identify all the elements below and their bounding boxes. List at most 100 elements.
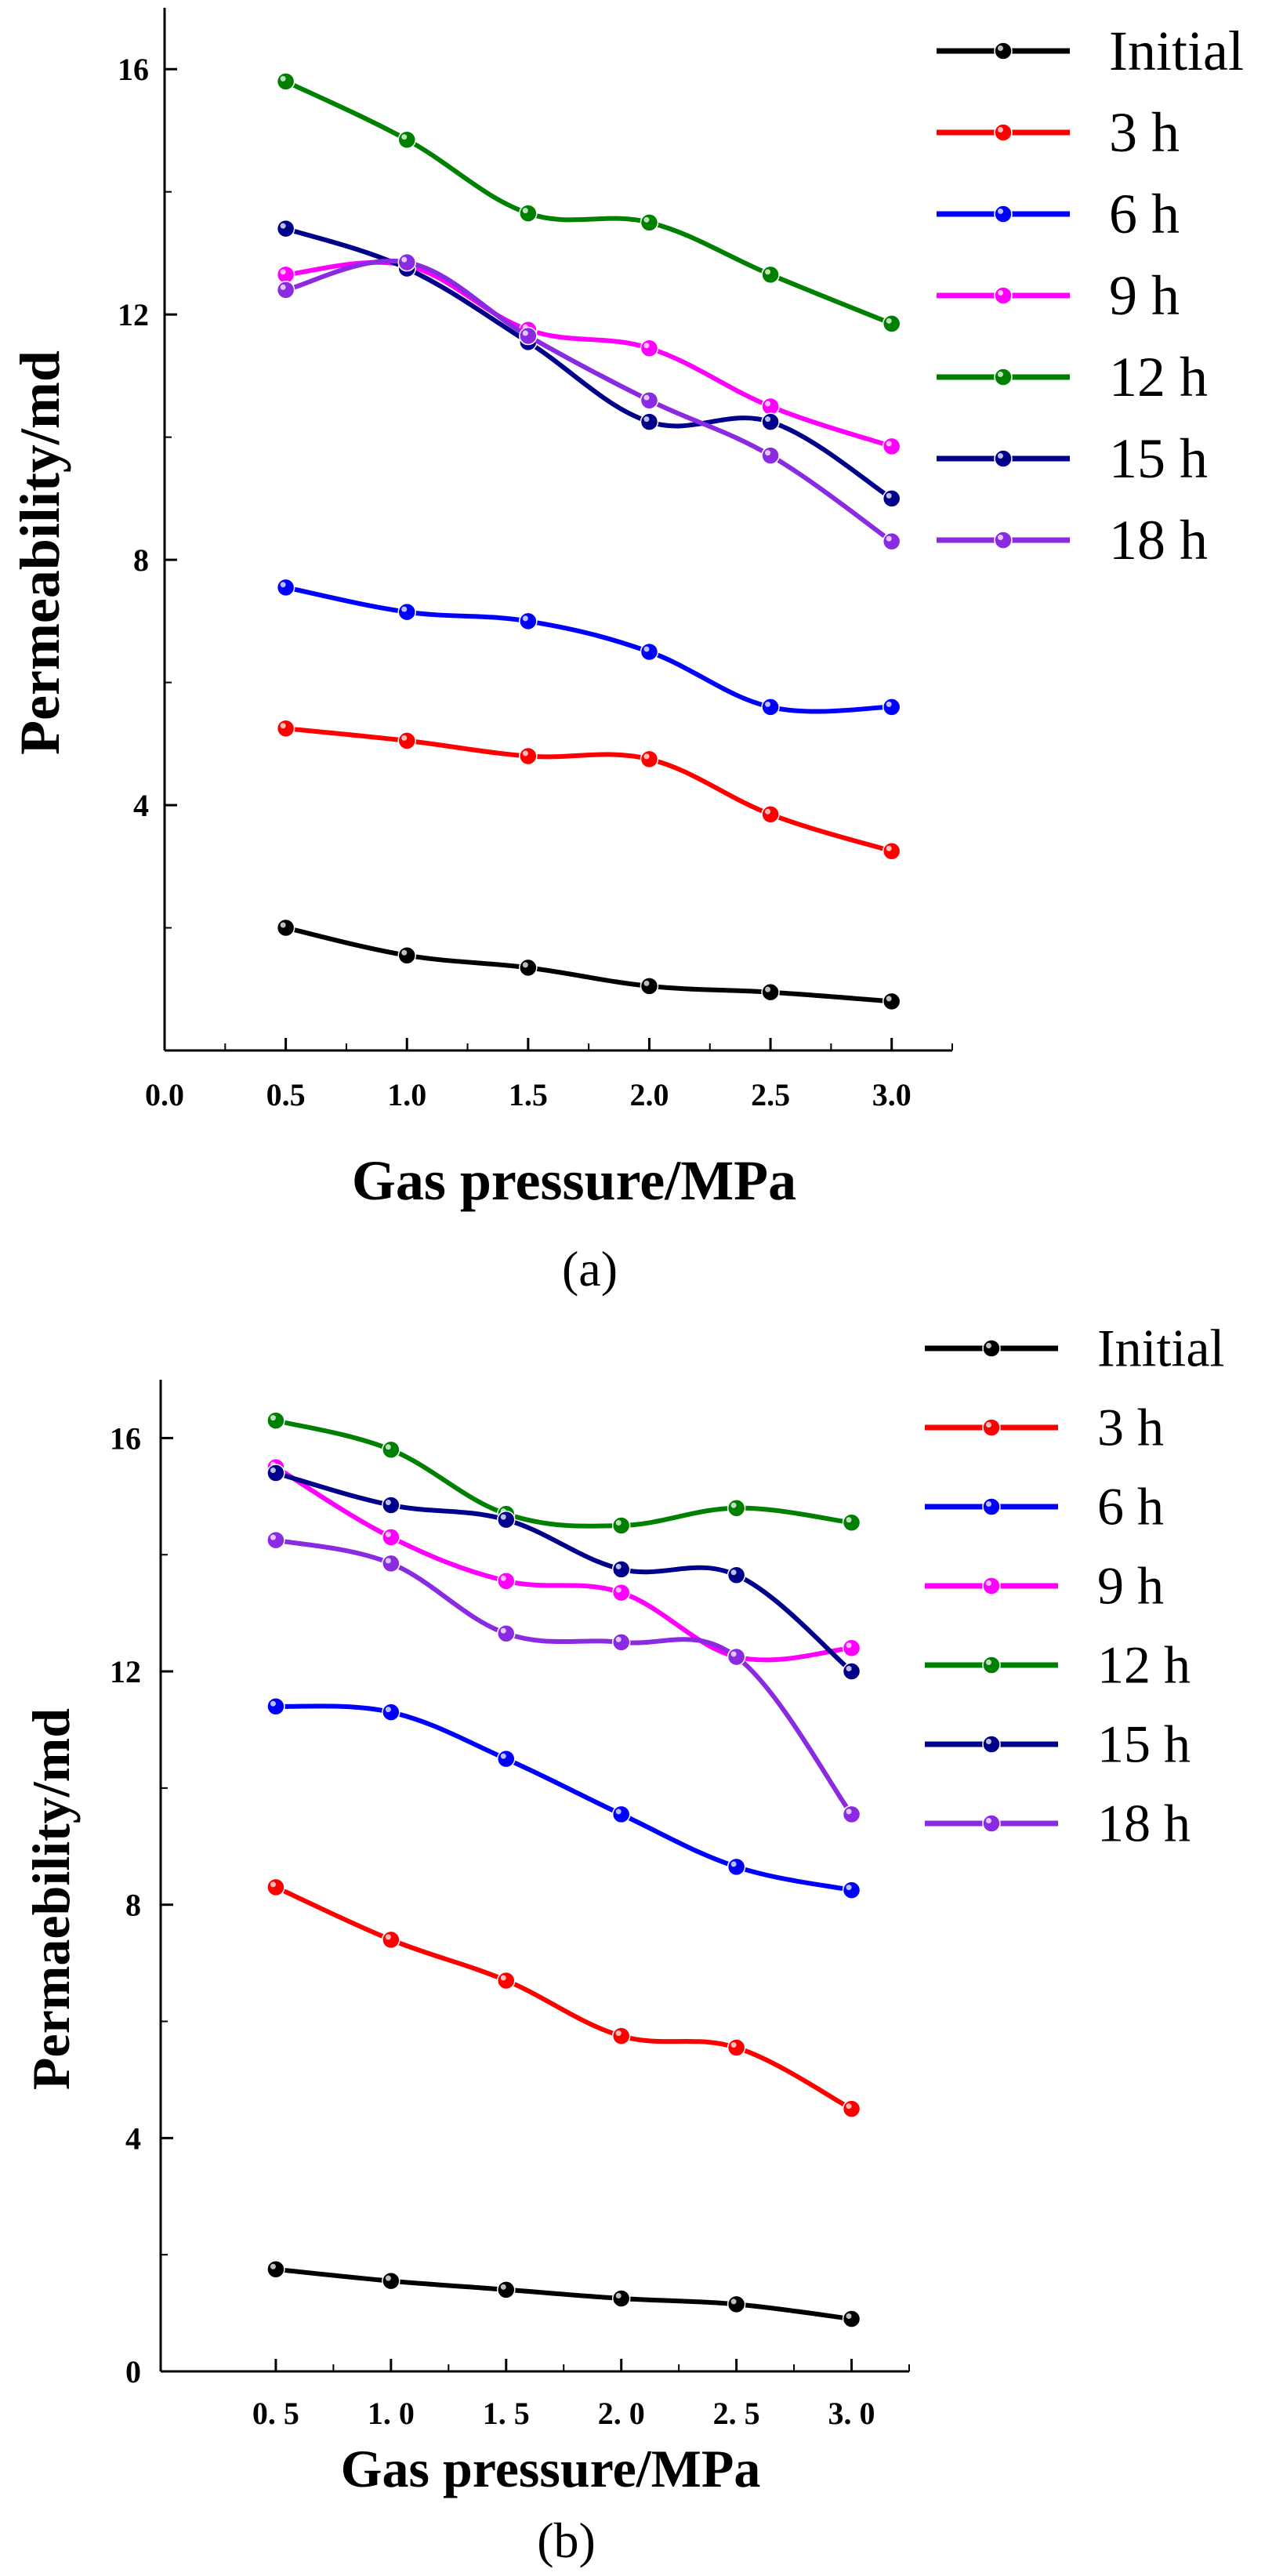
legend-label: 15 h [1097,1714,1191,1773]
series-6-h [266,1696,861,1899]
data-point-highlight [522,750,528,756]
legend-marker [994,123,1013,142]
series-line-12-h [273,1418,854,1529]
data-point-9-h [842,1638,861,1658]
data-point-15-h [640,412,659,431]
data-point-highlight [270,1881,276,1888]
legend-entry-9-h: 9 h [937,264,1180,327]
series-18-h [276,252,901,551]
data-point-18-h [640,390,659,410]
legend-entry-18-h: 18 h [937,509,1208,571]
legend-label: 3 h [1097,1397,1164,1457]
data-point-highlight [615,1636,622,1642]
data-point-highlight [846,1809,852,1815]
data-point-highlight [500,1627,506,1634]
data-point-highlight [615,2292,622,2298]
series-line-initial [273,2266,854,2321]
data-point-highlight [401,134,408,140]
legend-marker [982,1814,1001,1833]
series-line-15-h [273,1471,854,1674]
x-tick-label: 1. 5 [483,2396,530,2431]
data-point-15-h [497,1510,516,1529]
legend-marker [994,368,1013,386]
data-point-3-h [611,2026,631,2045]
data-point-6-h [842,1881,861,1899]
data-point-3-h [519,746,538,766]
data-point-15-h [842,1662,861,1681]
data-point-highlight [385,1558,391,1564]
data-point-highlight [270,2263,276,2269]
data-point-highlight [643,753,650,760]
data-point-6-h [266,1696,285,1716]
data-point-highlight [385,1531,391,1537]
data-point-initial [842,2309,861,2328]
data-point-highlight [643,980,650,986]
series-3-h [266,1878,861,2118]
legend-marker-highlight [998,290,1003,296]
y-tick-label: 16 [118,52,149,87]
data-point-6-h [611,1805,631,1824]
data-point-highlight [846,2313,852,2320]
y-axis-title: Permeability/md [9,350,71,755]
y-tick-label: 12 [118,297,149,332]
data-point-highlight [401,949,408,956]
series-12-h [266,1411,861,1535]
data-point-highlight [846,1666,852,1672]
y-tick-label: 8 [133,542,149,578]
series-line-6-h [283,585,894,714]
legend-entry-18-h: 18 h [925,1793,1191,1852]
data-point-highlight [765,450,771,456]
data-point-15-h [611,1560,631,1579]
data-point-18-h [761,446,780,465]
data-point-highlight [615,1587,622,1593]
data-point-12-h [266,1411,285,1430]
data-point-18-h [882,532,901,551]
legend-entry-6-h: 6 h [925,1476,1164,1536]
legend-label: 3 h [1109,101,1180,164]
legend-marker [994,449,1013,468]
legend-marker-highlight [986,1580,991,1586]
x-tick-label: 1. 0 [368,2396,415,2431]
data-point-highlight [401,256,408,263]
data-point-12-h [640,213,659,232]
series-6-h [276,578,901,717]
data-point-9-h [761,397,780,416]
data-point-12-h [882,314,901,333]
series-line-6-h [273,1703,854,1893]
data-point-18-h [611,1633,631,1652]
series-line-15-h [283,226,894,501]
data-point-12-h [276,72,295,91]
data-point-15-h [276,219,295,238]
x-tick-label: 0.0 [145,1077,184,1112]
data-point-3-h [842,2099,861,2118]
legend-marker-highlight [998,45,1003,51]
data-point-9-h [382,1528,400,1547]
data-point-9-h [611,1583,631,1602]
data-point-highlight [385,1499,391,1505]
x-tick-label: 1.0 [387,1077,426,1112]
data-point-highlight [846,1642,852,1649]
y-tick-label: 8 [125,1888,141,1923]
series-line-18-h [273,1537,854,1817]
data-point-3-h [382,1930,400,1950]
x-tick-label: 3.0 [872,1077,912,1112]
series-line-3-h [283,726,894,854]
data-point-6-h [276,578,295,597]
data-point-highlight [522,615,528,622]
legend-marker-highlight [998,453,1003,459]
data-point-highlight [730,1502,737,1508]
data-point-3-h [761,805,780,824]
data-point-highlight [730,1651,737,1657]
data-point-15-h [727,1566,746,1585]
data-point-highlight [615,1520,622,1526]
data-point-3-h [640,749,659,769]
data-point-6-h [761,698,780,717]
x-tick-label: 3. 0 [828,2396,875,2431]
data-point-highlight [886,441,892,447]
legend-entry-15-h: 15 h [937,427,1208,490]
legend-marker [982,1576,1001,1595]
data-point-12-h [519,204,538,223]
data-point-highlight [280,75,286,82]
data-point-highlight [401,606,408,612]
series-15-h [266,1464,861,1681]
